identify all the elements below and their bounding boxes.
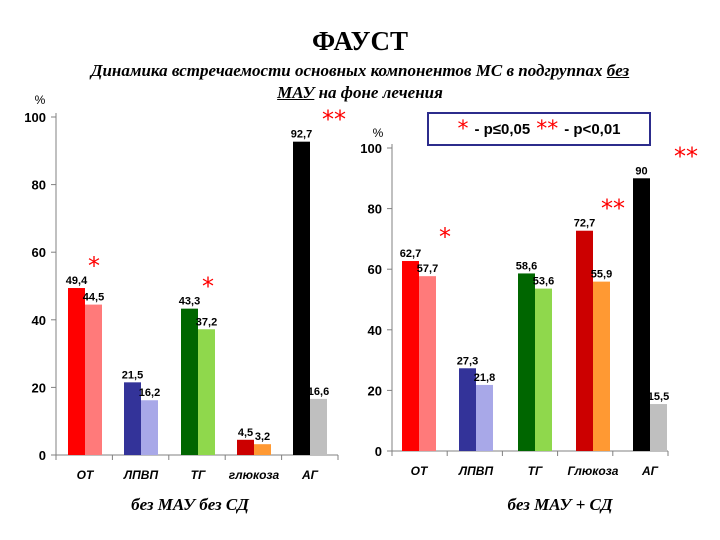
chart1-y-tick-label: 20: [32, 380, 46, 395]
chart2-y-tick-label: 0: [375, 444, 382, 459]
chart1-y-tick-label: 80: [32, 178, 46, 193]
chart1-bar: [124, 382, 141, 455]
chart1-y-unit-label: %: [35, 93, 46, 107]
chart2-bar: [593, 281, 610, 451]
chart1-significance-mark: **: [322, 106, 346, 134]
chart2-bar: [576, 230, 593, 451]
chart1-y-tick-label: 100: [24, 110, 46, 125]
chart2-bar: [419, 276, 436, 451]
chart1-category-label: ОТ: [77, 468, 95, 482]
chart1-data-label: 44,5: [83, 292, 104, 304]
chart1-data-label: 21,5: [122, 369, 143, 381]
legend-text-double: - р<0,01: [564, 120, 621, 138]
chart2-data-label: 90: [635, 165, 647, 177]
chart2-data-label: 55,9: [591, 269, 612, 281]
legend-text-single: - р≤0,05: [474, 120, 531, 138]
chart2-chart-title: без МАУ + СД: [507, 495, 613, 514]
chart1-data-label: 37,2: [196, 316, 217, 328]
chart2-data-label: 72,7: [574, 218, 595, 230]
chart1-y-tick-label: 0: [39, 448, 46, 463]
chart1-y-tick-label: 40: [32, 313, 46, 328]
chart2-bar: [650, 404, 667, 451]
chart1-data-label: 49,4: [66, 275, 88, 287]
chart1-bar: [237, 439, 254, 455]
chart2-data-label: 57,7: [417, 263, 438, 275]
chart2-y-tick-label: 100: [360, 141, 382, 156]
chart2-data-label: 58,6: [516, 260, 537, 272]
page-title: ФАУСТ: [312, 26, 408, 56]
chart2-bar: [402, 261, 419, 451]
chart1-data-label: 3,2: [255, 431, 270, 443]
chart2-category-label: Глюкоза: [568, 464, 619, 478]
chart-subtitle: Динамика встречаемости основных компонен…: [20, 60, 700, 104]
chart2-significance-mark: *: [439, 223, 451, 251]
subtitle-line1: Динамика встречаемости основных компонен…: [90, 61, 607, 80]
chart1-significance-mark: *: [202, 273, 214, 301]
chart1-data-label: 92,7: [291, 129, 312, 141]
subtitle-line2: на фоне лечения: [314, 83, 443, 102]
chart1-data-label: 16,2: [139, 387, 160, 399]
chart2-data-label: 62,7: [400, 248, 421, 260]
chart1-bar: [181, 308, 198, 455]
chart1-y-tick-label: 60: [32, 245, 46, 260]
chart1-data-label: 16,6: [308, 386, 329, 398]
chart2-data-label: 27,3: [457, 355, 478, 367]
chart2-category-label: ЛПВП: [458, 464, 494, 478]
chart1-chart-title: без МАУ без СД: [131, 495, 250, 514]
chart2-y-tick-label: 60: [368, 262, 382, 277]
chart1-bar: [141, 400, 158, 455]
chart2-bar: [633, 178, 650, 452]
chart2-bar: [518, 273, 535, 451]
chart1-bar: [310, 398, 327, 455]
chart2-y-tick-label: 80: [368, 202, 382, 217]
chart2-significance-mark: **: [674, 142, 698, 170]
subtitle-line1-underlined: без: [606, 61, 630, 80]
subtitle-line2-underlined: МАУ: [277, 83, 315, 102]
chart2-category-label: АГ: [641, 464, 659, 478]
chart2-significance-mark: **: [601, 195, 625, 223]
chart1-category-label: ЛПВП: [123, 468, 159, 482]
chart1-category-label: АГ: [301, 468, 319, 482]
chart2-data-label: 53,6: [533, 276, 554, 288]
chart1-data-label: 43,3: [179, 296, 200, 308]
legend-star-double: **: [536, 116, 559, 142]
chart2-category-label: ОТ: [411, 464, 429, 478]
chart1-bar: [198, 329, 215, 455]
chart2-category-label: ТГ: [528, 464, 543, 478]
chart2-bar: [535, 288, 552, 451]
chart2-bar: [459, 368, 476, 451]
chart1-category-label: ТГ: [191, 468, 206, 482]
chart2-y-unit-label: %: [373, 126, 384, 140]
chart1-significance-mark: *: [88, 252, 100, 280]
chart1-bar: [293, 141, 310, 455]
chart2-y-tick-label: 40: [368, 323, 382, 338]
significance-legend: * - р≤0,05 ** - р<0,01: [427, 112, 651, 146]
chart1-data-label: 4,5: [238, 427, 253, 439]
legend-star-single: *: [457, 116, 469, 142]
chart2-bar: [476, 384, 493, 451]
chart2-y-tick-label: 20: [368, 383, 382, 398]
chart1-category-label: глюкоза: [229, 468, 280, 482]
chart2-data-label: 15,5: [648, 391, 669, 403]
chart2-data-label: 21,8: [474, 372, 495, 384]
chart1-bar: [85, 304, 102, 455]
chart1-bar: [68, 288, 85, 455]
chart1-bar: [254, 444, 271, 455]
